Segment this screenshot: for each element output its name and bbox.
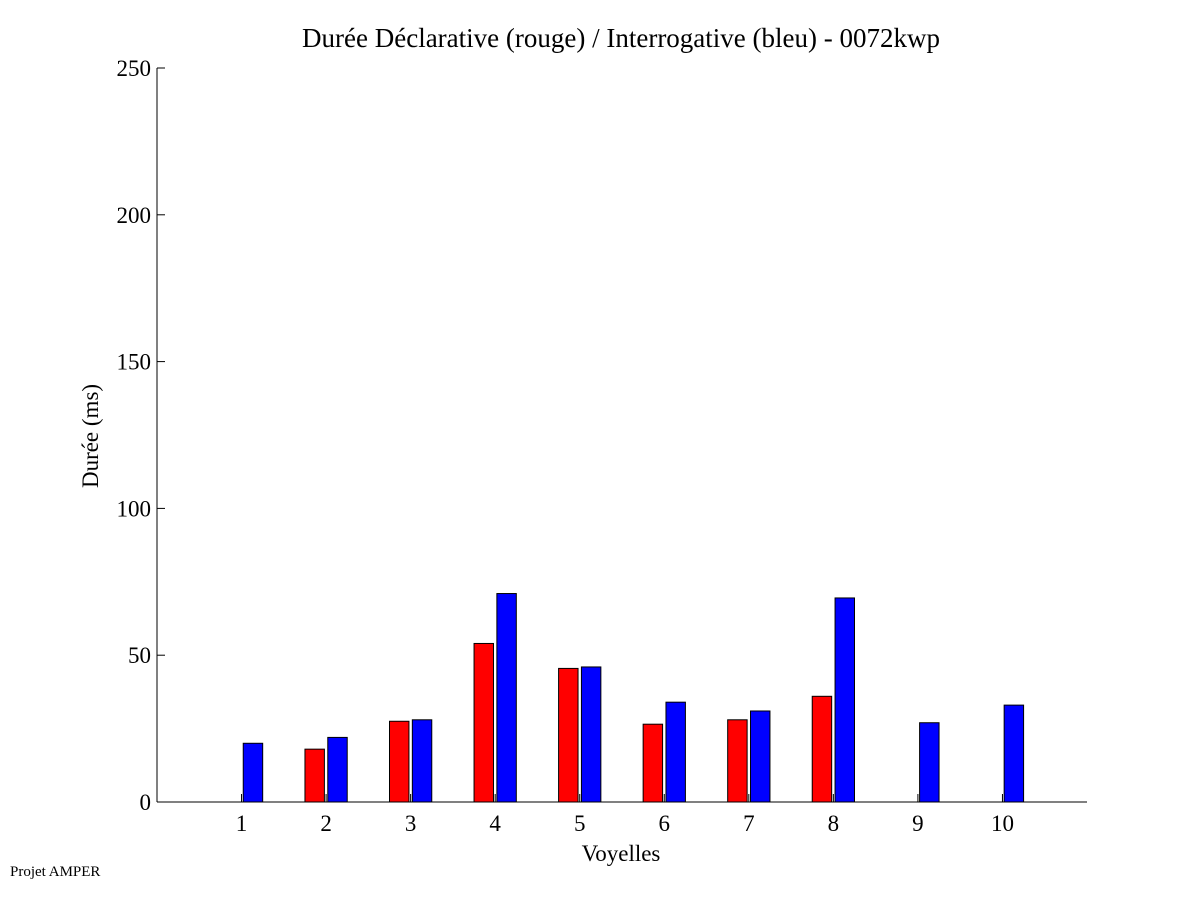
bar-interrogative	[665, 701, 686, 803]
bar-declarative	[389, 720, 410, 803]
bar-interrogative	[750, 710, 771, 803]
x-tick-label: 7	[743, 811, 755, 836]
chart-title: Durée Déclarative (rouge) / Interrogativ…	[302, 23, 940, 53]
footer-note: Projet AMPER	[10, 864, 101, 880]
y-tick-label: 250	[117, 56, 152, 81]
x-tick-label: 9	[912, 811, 924, 836]
y-tick-label: 0	[140, 790, 152, 815]
x-tick-label: 2	[320, 811, 332, 836]
x-axis-label: Voyelles	[582, 841, 661, 866]
bar-declarative	[304, 748, 325, 803]
bar-declarative	[473, 642, 494, 803]
bar-declarative	[558, 667, 579, 803]
y-tick-label: 200	[117, 203, 152, 228]
y-tick-label: 150	[117, 350, 152, 375]
bar-interrogative	[327, 736, 348, 803]
x-tick-label: 5	[574, 811, 586, 836]
bar-interrogative	[834, 597, 856, 803]
y-tick-label: 100	[117, 496, 152, 521]
bar-declarative	[642, 723, 664, 803]
x-tick-label: 1	[236, 811, 248, 836]
x-tick-label: 3	[405, 811, 417, 836]
bar-interrogative	[580, 666, 602, 803]
bar-declarative	[727, 719, 748, 803]
bar-interrogative	[919, 722, 940, 803]
x-tick-label: 4	[489, 811, 501, 836]
x-tick-label: 6	[659, 811, 671, 836]
bar-interrogative	[496, 593, 517, 803]
bar-interrogative	[242, 742, 264, 803]
y-axis-label: Durée (ms)	[78, 384, 103, 488]
y-tick-label: 50	[128, 643, 151, 668]
plot-area: 0 50 100 150 200 250 1 2 3 4 5 6 7 8 9 10	[117, 56, 1087, 836]
bar-declarative	[811, 695, 833, 803]
bar-interrogative	[411, 719, 433, 803]
bar-interrogative	[1003, 704, 1025, 803]
x-tick-label: 10	[991, 811, 1014, 836]
x-tick-label: 8	[828, 811, 840, 836]
